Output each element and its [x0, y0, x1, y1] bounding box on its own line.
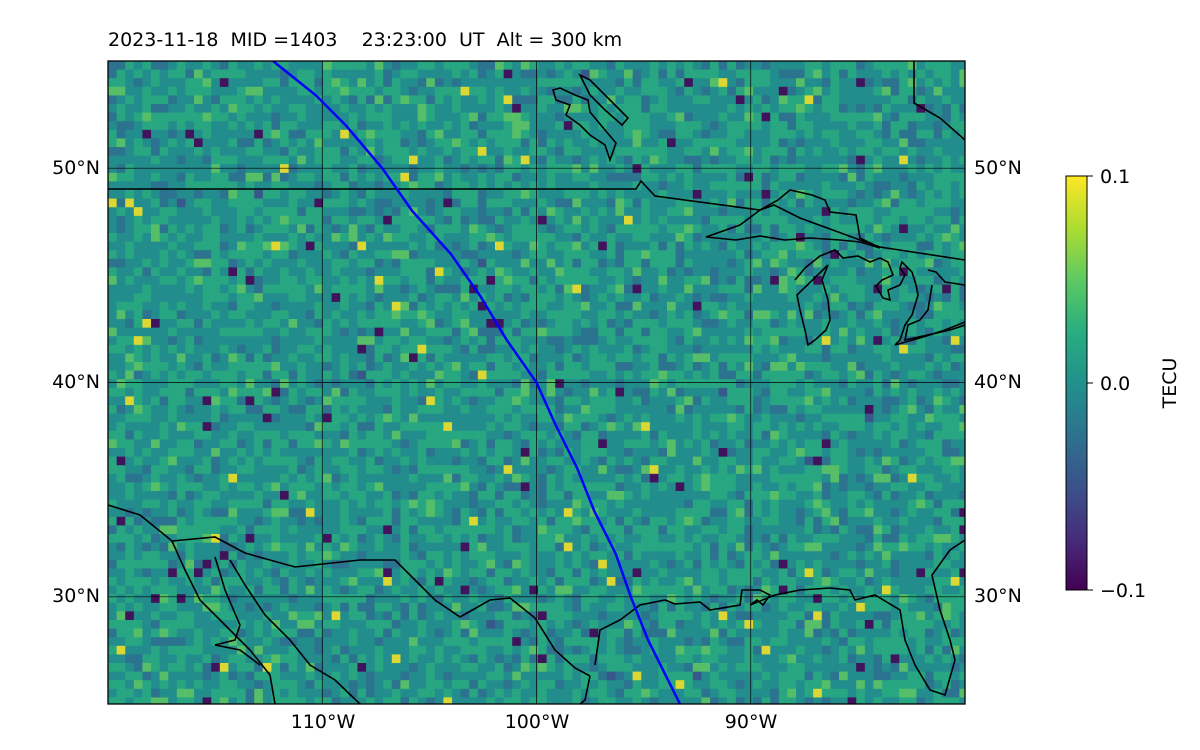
lat-label-left-40: 40°N	[52, 371, 100, 393]
mexico-east-coast	[579, 675, 591, 704]
lat-label-left-50: 50°N	[52, 157, 100, 179]
colorbar-mid-label: 0.0	[1100, 373, 1130, 395]
lake-superior	[705, 189, 881, 249]
colorbar	[1065, 175, 1088, 591]
lake-michigan	[794, 249, 919, 347]
satellite-track	[272, 61, 682, 704]
lon-label-90w: 90°W	[725, 711, 778, 733]
island-north	[578, 73, 630, 127]
colorbar-min-label: −0.1	[1100, 580, 1146, 602]
hudson-bay-coast	[913, 61, 965, 141]
tec-heatmap	[108, 61, 965, 704]
gulf-of-california-coast	[214, 556, 361, 704]
coastlines-and-borders	[108, 61, 965, 704]
lon-label-110w: 110°W	[291, 711, 356, 733]
lat-label-left-30: 30°N	[52, 585, 100, 607]
lon-label-100w: 100°W	[505, 711, 570, 733]
colorbar-max-label: 0.1	[1100, 166, 1130, 188]
us-mexico-border	[171, 536, 591, 677]
colorbar-title: TECU	[1159, 358, 1181, 410]
baja-california	[108, 504, 276, 704]
lake-huron-erie	[894, 269, 965, 346]
island-outline	[552, 87, 617, 163]
gulf-coast	[594, 539, 965, 697]
lat-label-right-50: 50°N	[974, 157, 1022, 179]
map-title: 2023-11-18 MID =1403 23:23:00 UT Alt = 3…	[108, 29, 623, 51]
lat-label-right-30: 30°N	[974, 585, 1022, 607]
lat-label-right-40: 40°N	[974, 371, 1022, 393]
map-frame	[107, 60, 966, 705]
